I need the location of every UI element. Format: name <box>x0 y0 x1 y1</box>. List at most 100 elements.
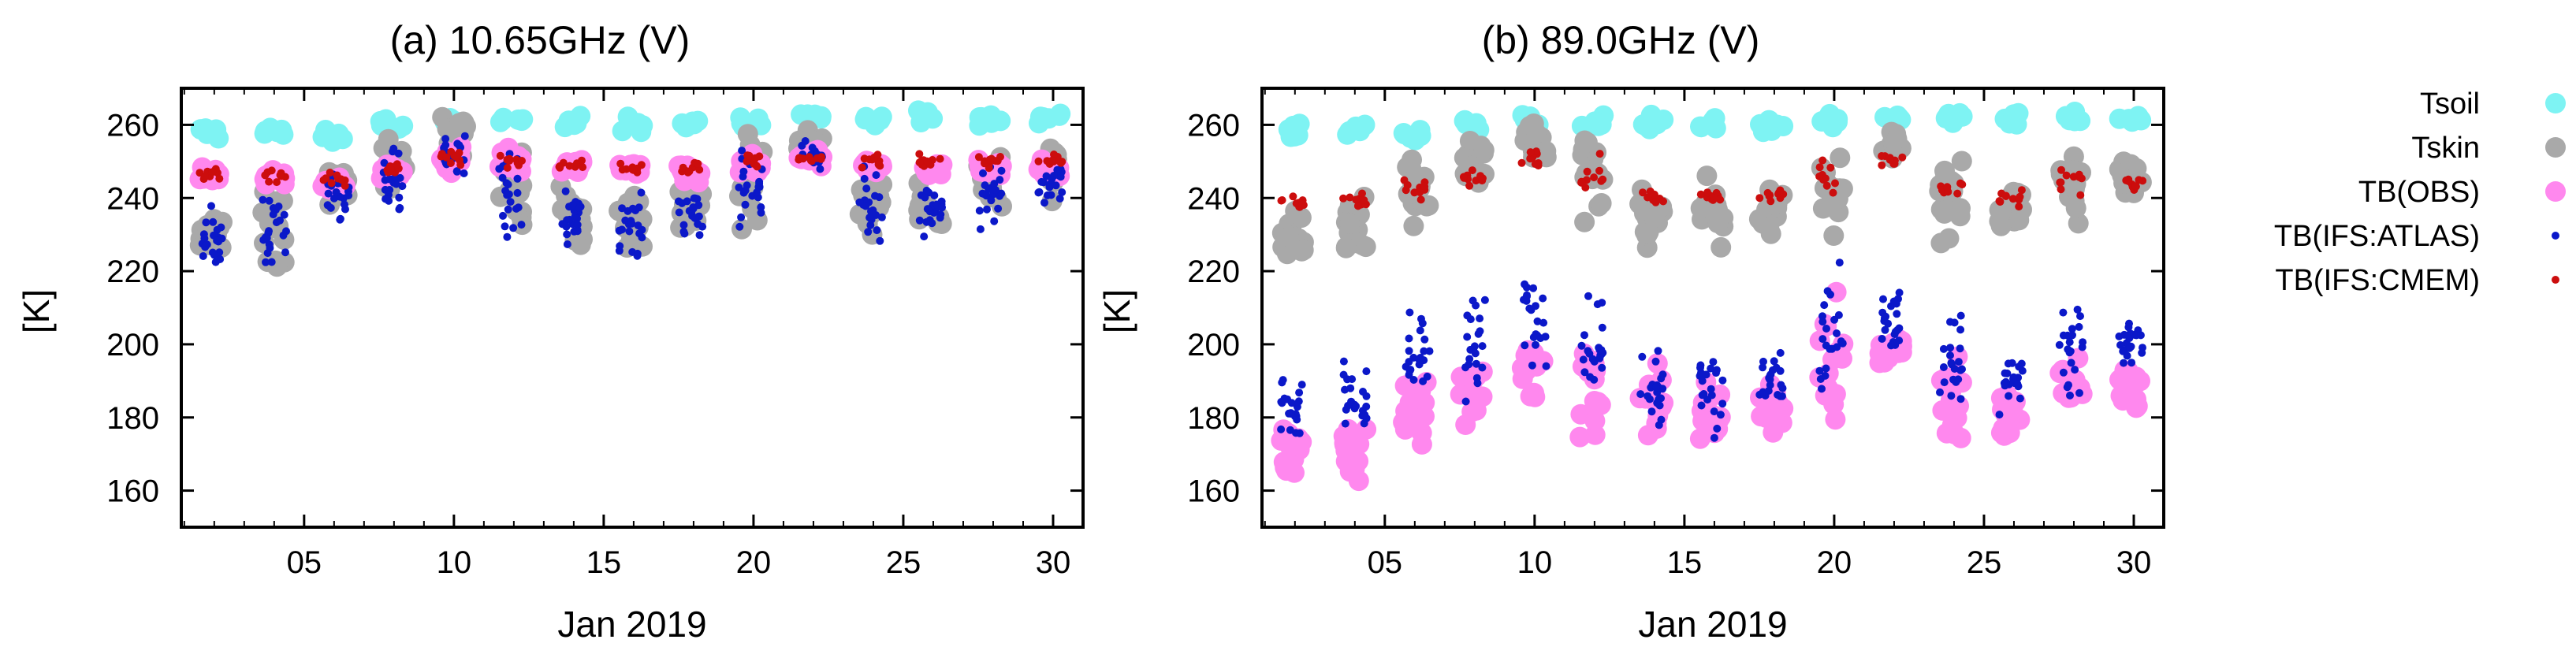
data-point <box>1465 400 1487 421</box>
data-point <box>1709 358 1718 366</box>
legend-marker <box>2545 181 2566 202</box>
data-point <box>265 177 274 186</box>
legend-label: TB(IFS:CMEM) <box>2275 264 2480 297</box>
data-point <box>922 217 931 226</box>
data-point <box>1831 179 1839 188</box>
legend-label: Tskin <box>2411 132 2480 165</box>
data-point <box>1293 240 1314 261</box>
data-point <box>1659 197 1667 206</box>
data-point <box>210 251 218 259</box>
data-point <box>1654 347 1662 355</box>
data-point <box>1352 195 1361 204</box>
data-point <box>1277 425 1286 433</box>
x-tick-label: 20 <box>1817 545 1852 580</box>
data-point <box>618 204 627 213</box>
data-point <box>1939 344 1948 353</box>
data-point <box>1638 352 1647 361</box>
panel-a: (a) 10.65GHz (V) [K] Jan 2019 160 180 200 2… <box>16 18 1085 645</box>
data-point <box>1878 152 1886 160</box>
data-point <box>1818 385 1826 393</box>
data-point <box>2124 177 2133 185</box>
data-point <box>1476 314 1484 323</box>
data-point <box>326 203 335 212</box>
data-point <box>1297 381 1306 389</box>
data-point <box>1474 329 1483 338</box>
data-point <box>922 186 931 195</box>
chart-title: (b) 89.0GHz (V) <box>1482 18 1760 62</box>
data-point <box>460 169 468 177</box>
data-point <box>1755 194 1764 203</box>
data-point <box>506 198 515 206</box>
data-point <box>336 214 344 223</box>
data-point <box>1698 391 1707 400</box>
y-tick-label: 200 <box>1187 328 1240 362</box>
data-point <box>816 165 825 173</box>
data-point <box>2075 322 2083 331</box>
data-point <box>1542 362 1550 370</box>
data-point <box>1930 232 1952 254</box>
data-point <box>381 176 389 184</box>
data-point <box>276 171 285 180</box>
data-point <box>262 234 271 243</box>
data-point <box>695 231 704 240</box>
data-point <box>312 126 333 147</box>
data-point <box>1521 341 1529 350</box>
data-point <box>1766 375 1774 384</box>
x-tick-label: 25 <box>886 545 921 580</box>
data-point <box>1279 226 1300 247</box>
data-point <box>920 232 929 241</box>
data-point <box>1882 312 1890 321</box>
data-point <box>1696 165 1718 187</box>
legend-item-tskin: Tskin <box>2411 132 2566 165</box>
data-point <box>753 162 761 171</box>
data-point <box>1416 326 1424 335</box>
data-point <box>1590 357 1599 366</box>
data-point <box>1278 378 1286 387</box>
data-point <box>1657 415 1666 424</box>
data-point <box>1958 365 1966 374</box>
y-axis-label: [K] <box>1096 289 1137 333</box>
data-point <box>1778 392 1786 400</box>
data-marks <box>1271 102 2152 492</box>
data-point <box>2075 388 2083 397</box>
data-point <box>274 229 295 251</box>
x-tick-label: 10 <box>1517 545 1553 580</box>
data-point <box>1289 192 1297 201</box>
data-point <box>1584 411 1606 432</box>
data-point <box>873 226 881 235</box>
data-point <box>1956 325 1965 334</box>
data-point <box>1593 300 1602 309</box>
data-point <box>1472 301 1480 310</box>
data-point <box>1532 147 1540 156</box>
data-point <box>2015 203 2023 211</box>
y-tick-label: 180 <box>106 401 159 436</box>
data-point <box>2136 331 2145 340</box>
data-point <box>2008 195 2017 203</box>
data-point <box>202 218 210 227</box>
data-point <box>1759 357 1767 366</box>
data-point <box>860 174 869 183</box>
data-point <box>1517 158 1526 167</box>
data-point <box>2001 369 2009 377</box>
data-point <box>751 154 760 162</box>
data-point <box>1058 188 1067 196</box>
data-point <box>625 227 634 236</box>
data-point <box>208 168 217 177</box>
data-point <box>1277 398 1286 406</box>
data-point <box>675 208 683 217</box>
panel-b: (b) 89.0GHz (V) [K] Jan 2019 160 180 200 22… <box>1096 18 2165 645</box>
data-point <box>200 172 209 180</box>
y-tick-label: 220 <box>106 255 159 289</box>
data-point <box>1637 223 1658 244</box>
data-point <box>327 179 336 188</box>
data-point <box>2016 394 2024 403</box>
data-point <box>1702 370 1711 379</box>
data-point <box>1938 103 1959 125</box>
data-point <box>1956 395 1965 403</box>
data-point <box>1898 153 1907 162</box>
data-point <box>386 165 395 173</box>
data-point <box>741 200 750 209</box>
data-point <box>1480 296 1489 304</box>
data-point <box>341 200 348 209</box>
data-point <box>915 216 924 225</box>
